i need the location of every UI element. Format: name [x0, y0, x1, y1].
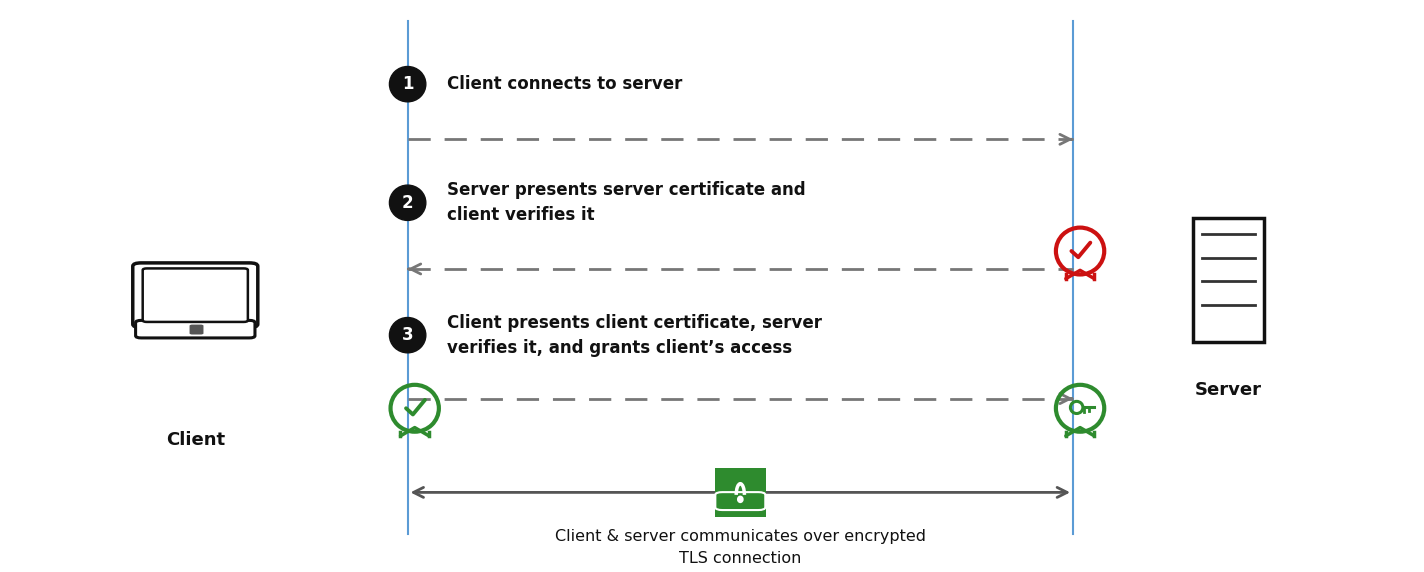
FancyBboxPatch shape — [715, 492, 765, 510]
Ellipse shape — [738, 496, 743, 502]
FancyBboxPatch shape — [142, 268, 248, 322]
Text: Client: Client — [165, 431, 225, 449]
FancyBboxPatch shape — [189, 324, 204, 335]
Ellipse shape — [389, 317, 426, 353]
FancyBboxPatch shape — [715, 467, 766, 517]
Text: 2: 2 — [402, 194, 413, 212]
Text: 1: 1 — [402, 75, 413, 93]
Text: Client presents client certificate, server
verifies it, and grants client’s acce: Client presents client certificate, serv… — [447, 313, 822, 357]
Ellipse shape — [389, 185, 426, 220]
FancyBboxPatch shape — [1193, 218, 1265, 343]
Text: Server presents server certificate and
client verifies it: Server presents server certificate and c… — [447, 181, 806, 224]
FancyBboxPatch shape — [132, 263, 258, 327]
FancyBboxPatch shape — [135, 320, 255, 338]
Text: 3: 3 — [402, 326, 413, 344]
Text: Client & server communicates over encrypted
TLS connection: Client & server communicates over encryp… — [555, 529, 926, 566]
Text: Client connects to server: Client connects to server — [447, 75, 682, 93]
Text: Server: Server — [1195, 382, 1262, 399]
Ellipse shape — [389, 66, 426, 102]
